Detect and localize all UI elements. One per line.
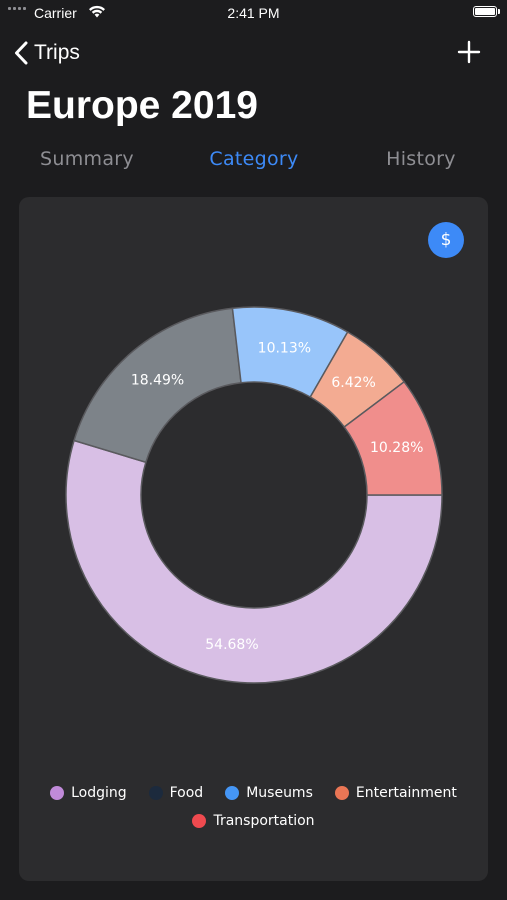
battery-icon (473, 6, 500, 17)
legend-dot (192, 814, 207, 828)
status-time: 2:41 PM (227, 5, 280, 21)
slice-value-label: 10.13% (258, 341, 311, 357)
back-button-label: Trips (34, 41, 80, 64)
plus-icon[interactable] (457, 40, 481, 64)
category-chart-card: $ 54.68% 18.49% 10.13% 6.42% 10.28% Lodging … (19, 197, 488, 881)
segmented-tabs: Summary Category History (0, 148, 507, 178)
status-bar: Carrier 2:41 PM (0, 0, 507, 28)
chart-legend: Lodging Food Museums Entertainment Trans… (19, 785, 488, 829)
slice-value-label: 10.28% (370, 440, 423, 456)
slice-value-label: 6.42% (331, 375, 375, 391)
category-donut-chart: 54.68% 18.49% 10.13% 6.42% 10.28% (65, 306, 443, 684)
legend-label: Transportation (213, 813, 315, 829)
carrier-label: Carrier (34, 5, 77, 21)
legend-dot (334, 786, 349, 800)
donut-slice-transportation[interactable] (343, 380, 443, 496)
tab-category[interactable]: Category (209, 148, 299, 170)
legend-dot (225, 786, 240, 800)
legend-label: Entertainment (355, 785, 457, 801)
legend-item-entertainment[interactable]: Entertainment (334, 785, 457, 801)
slice-value-label: 18.49% (131, 372, 184, 388)
back-button[interactable]: Trips (14, 38, 80, 68)
legend-item-food[interactable]: Food (148, 785, 204, 801)
legend-dot (50, 786, 65, 800)
legend-label: Lodging (71, 785, 127, 801)
chevron-left-icon (15, 41, 28, 65)
legend-label: Museums (246, 785, 313, 801)
tab-summary[interactable]: Summary (40, 148, 134, 170)
donut-slice-food[interactable] (73, 307, 242, 464)
signal-strength-icon (8, 7, 26, 10)
currency-button[interactable]: $ (428, 222, 464, 258)
legend-item-lodging[interactable]: Lodging (50, 785, 127, 801)
legend-dot (148, 786, 163, 800)
wifi-icon (89, 5, 105, 18)
legend-item-transportation[interactable]: Transportation (192, 813, 315, 829)
tab-history[interactable]: History (386, 148, 456, 170)
slice-value-label: 54.68% (205, 637, 258, 653)
legend-item-museums[interactable]: Museums (225, 785, 313, 801)
legend-label: Food (169, 785, 204, 801)
donut-slice-lodging[interactable] (65, 439, 443, 684)
page-title: Europe 2019 (26, 84, 258, 127)
